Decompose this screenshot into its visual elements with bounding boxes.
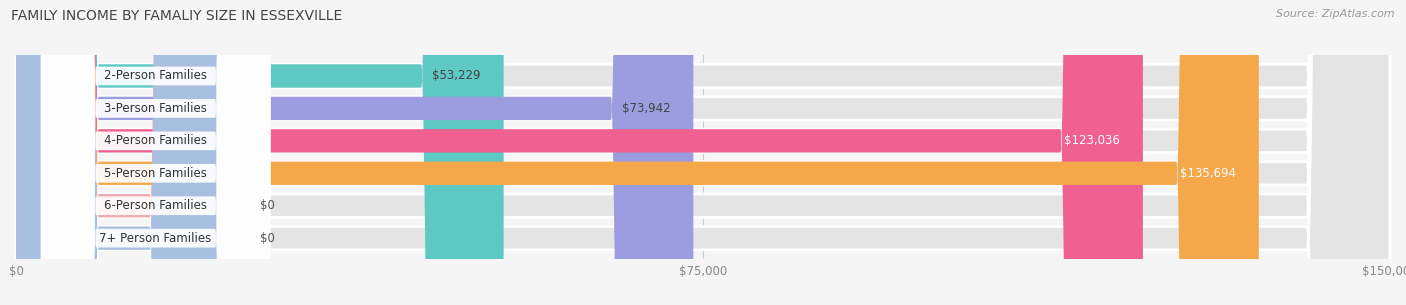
- FancyBboxPatch shape: [17, 0, 232, 305]
- Text: 5-Person Families: 5-Person Families: [104, 167, 207, 180]
- FancyBboxPatch shape: [17, 0, 1389, 305]
- Text: $123,036: $123,036: [1064, 135, 1121, 147]
- Text: 4-Person Families: 4-Person Families: [104, 135, 207, 147]
- Text: $135,694: $135,694: [1180, 167, 1236, 180]
- FancyBboxPatch shape: [17, 0, 1389, 305]
- FancyBboxPatch shape: [17, 0, 1258, 305]
- Text: $73,942: $73,942: [621, 102, 671, 115]
- FancyBboxPatch shape: [41, 0, 270, 305]
- Text: 6-Person Families: 6-Person Families: [104, 199, 207, 212]
- Text: Source: ZipAtlas.com: Source: ZipAtlas.com: [1277, 9, 1395, 19]
- FancyBboxPatch shape: [41, 0, 270, 305]
- FancyBboxPatch shape: [41, 0, 270, 305]
- Text: 3-Person Families: 3-Person Families: [104, 102, 207, 115]
- FancyBboxPatch shape: [17, 0, 1389, 305]
- FancyBboxPatch shape: [41, 0, 270, 305]
- FancyBboxPatch shape: [41, 0, 270, 305]
- FancyBboxPatch shape: [17, 0, 1389, 305]
- FancyBboxPatch shape: [17, 0, 503, 305]
- FancyBboxPatch shape: [17, 0, 1143, 305]
- Text: 2-Person Families: 2-Person Families: [104, 70, 207, 82]
- FancyBboxPatch shape: [17, 0, 1389, 305]
- FancyBboxPatch shape: [17, 0, 232, 305]
- FancyBboxPatch shape: [17, 0, 1389, 305]
- Text: $0: $0: [260, 232, 274, 245]
- Text: $0: $0: [260, 199, 274, 212]
- FancyBboxPatch shape: [17, 0, 693, 305]
- Text: FAMILY INCOME BY FAMALIY SIZE IN ESSEXVILLE: FAMILY INCOME BY FAMALIY SIZE IN ESSEXVI…: [11, 9, 343, 23]
- FancyBboxPatch shape: [41, 0, 270, 305]
- Text: $53,229: $53,229: [432, 70, 481, 82]
- Text: 7+ Person Families: 7+ Person Families: [100, 232, 212, 245]
